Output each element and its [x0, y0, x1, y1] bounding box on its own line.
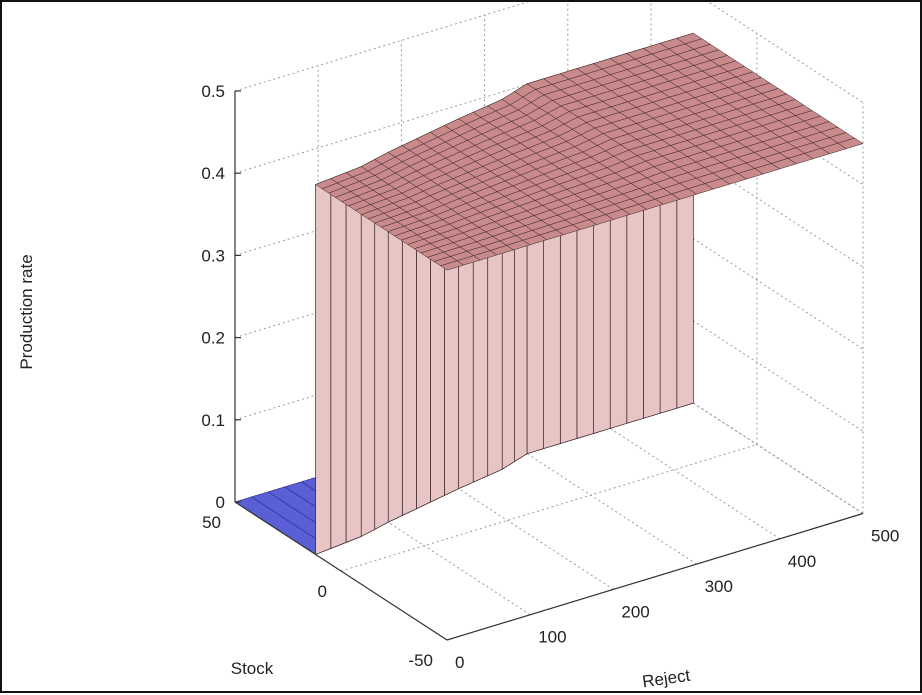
wall-strip-1 [330, 172, 347, 550]
x-tick-label-0: 0 [455, 653, 464, 672]
wall-strip-0 [315, 178, 332, 555]
z-tick-label-1: 0.1 [201, 411, 225, 430]
z-axis-label: Production rate [17, 254, 36, 369]
z-tick-label-3: 0.3 [201, 246, 225, 265]
labels-layer: Production rate Stock Reject [17, 254, 692, 691]
x-tick-label-5: 500 [871, 527, 899, 546]
x-tick-label-4: 400 [788, 552, 816, 571]
grid-line-z-right-2 [650, 210, 864, 350]
grid-line-z-right-1 [650, 292, 864, 432]
x-tick-label-1: 100 [538, 628, 566, 647]
surface-layer [234, 32, 864, 555]
wall-strip-2 [345, 166, 362, 544]
y-tick-label-1: 0 [318, 582, 327, 601]
x-tick-label-3: 300 [705, 577, 733, 596]
y-tick-label-2: 50 [202, 513, 221, 532]
y-axis-line [234, 501, 448, 641]
z-tick-label-2: 0.2 [201, 329, 225, 348]
x-axis-label: Reject [641, 666, 692, 692]
y-tick-label-0: -50 [408, 651, 433, 670]
z-tick-label-4: 0.4 [201, 164, 225, 183]
z-tick-label-0: 0 [216, 493, 225, 512]
x-tick-label-2: 200 [621, 602, 649, 621]
y-axis-label: Stock [231, 659, 274, 678]
x-axis-line [446, 512, 864, 641]
high-plane-cell-24-19 [676, 32, 703, 45]
z-tick-label-5: 0.5 [201, 82, 225, 101]
